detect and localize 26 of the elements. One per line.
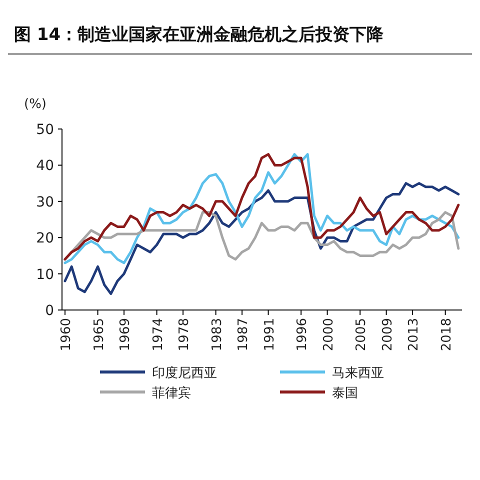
y-tick-label: 30 xyxy=(36,194,54,210)
x-tick-label: 1974 xyxy=(150,318,166,352)
y-tick-label: 50 xyxy=(36,122,54,138)
legend-label: 马来西亚 xyxy=(332,366,384,381)
x-tick-label: 2005 xyxy=(354,318,370,352)
x-tick-label: 2000 xyxy=(321,318,336,352)
x-tick-label: 1983 xyxy=(210,318,225,352)
x-tick-label: 2018 xyxy=(439,318,454,352)
y-tick-label: 10 xyxy=(36,266,54,283)
x-tick-label: 1965 xyxy=(92,318,107,352)
x-tick-label: 1987 xyxy=(236,318,252,352)
y-tick-label: 20 xyxy=(36,230,54,247)
x-tick-label: 1960 xyxy=(59,318,74,352)
x-tick-label: 1969 xyxy=(118,318,134,352)
chart-title: 图 14：制造业国家在亚洲金融危机之后投资下降 xyxy=(14,25,385,45)
legend-label: 菲律宾 xyxy=(152,385,191,401)
y-axis-title: (%) xyxy=(24,97,46,112)
legend-label: 印度尼西亚 xyxy=(152,365,217,381)
legend-label: 泰国 xyxy=(332,386,358,401)
x-tick-label: 1996 xyxy=(295,318,310,352)
x-tick-label: 2009 xyxy=(380,318,396,352)
y-tick-label: 0 xyxy=(45,303,54,319)
x-tick-label: 1991 xyxy=(262,318,278,352)
x-tick-label: 2013 xyxy=(406,318,422,352)
x-tick-label: 1978 xyxy=(177,318,192,352)
y-tick-label: 40 xyxy=(36,158,54,174)
